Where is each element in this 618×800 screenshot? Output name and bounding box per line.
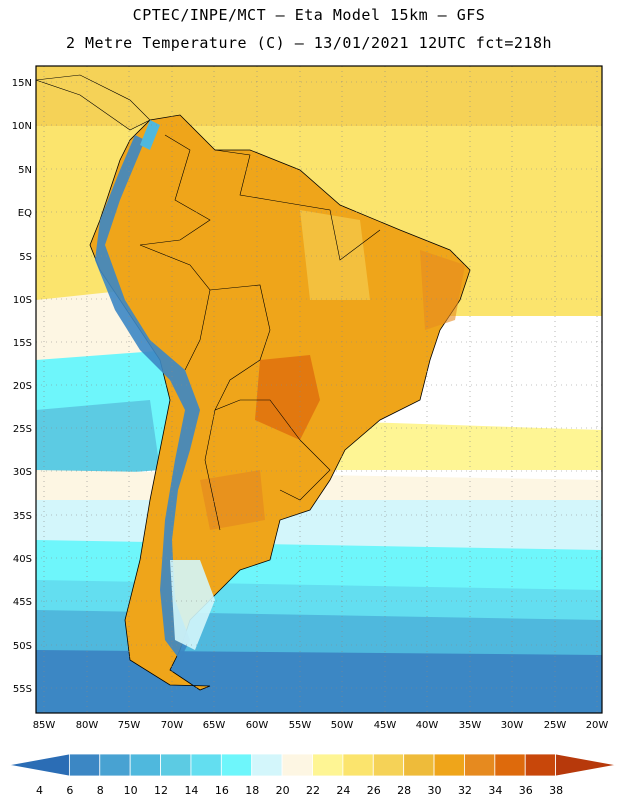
lat-label: 50S bbox=[13, 641, 32, 652]
lat-label: 55S bbox=[13, 684, 32, 695]
colorbar-tick-label: 32 bbox=[458, 784, 472, 797]
lon-label: 40W bbox=[416, 720, 439, 731]
latitude-labels: 15N 10N 5N EQ 5S 10S 15S 20S 25S 30S 35S… bbox=[12, 78, 32, 695]
colorbar-tick-label: 12 bbox=[154, 784, 168, 797]
amazon-warm-area bbox=[300, 210, 370, 300]
lat-label: 10N bbox=[12, 121, 32, 132]
colorbar-ticks: 4 6 8 10 12 14 16 18 20 22 24 26 28 30 32 34 36 38 bbox=[36, 784, 563, 797]
lat-label: 5S bbox=[19, 252, 32, 263]
colorbar-tick-label: 10 bbox=[124, 784, 138, 797]
lon-label: 45W bbox=[374, 720, 397, 731]
colorbar-swatch bbox=[129, 753, 161, 777]
lat-label: 15S bbox=[13, 338, 32, 349]
lat-label: 45S bbox=[13, 597, 32, 608]
colorbar-tick-label: 34 bbox=[488, 784, 502, 797]
lat-label: 30S bbox=[13, 467, 32, 478]
lat-label: 40S bbox=[13, 554, 32, 565]
colorbar-swatch bbox=[494, 753, 526, 777]
colorbar-swatch bbox=[555, 753, 617, 777]
colorbar-swatch bbox=[220, 753, 253, 777]
colorbar-tick-label: 30 bbox=[428, 784, 442, 797]
colorbar-tick-label: 6 bbox=[66, 784, 73, 797]
colorbar-tick-label: 28 bbox=[397, 784, 411, 797]
colorbar-swatch bbox=[8, 753, 70, 777]
colorbar-swatch bbox=[160, 753, 192, 777]
colorbar-swatch bbox=[342, 753, 374, 777]
hot-spot-pantanal bbox=[255, 355, 320, 440]
title-line-2: 2 Metre Temperature (C) – 13/01/2021 12U… bbox=[65, 34, 553, 52]
colorbar-swatch bbox=[403, 753, 435, 777]
lon-label: 85W bbox=[33, 720, 56, 731]
colorbar-tick-label: 20 bbox=[276, 784, 290, 797]
lat-label: 35S bbox=[13, 511, 32, 522]
temperature-map: 15N 10N 5N EQ 5S 10S 15S 20S 25S 30S 35S… bbox=[12, 65, 609, 731]
colorbar-swatch bbox=[281, 753, 313, 777]
lon-label: 75W bbox=[118, 720, 141, 731]
lat-label: 10S bbox=[13, 295, 32, 306]
lon-label: 60W bbox=[246, 720, 269, 731]
colorbar-swatch bbox=[99, 753, 131, 777]
colorbar-tick-label: 18 bbox=[245, 784, 259, 797]
colorbar-swatch bbox=[190, 753, 222, 777]
colorbar-tick-label: 4 bbox=[36, 784, 43, 797]
lon-label: 55W bbox=[289, 720, 312, 731]
patagonia-cool bbox=[170, 560, 215, 650]
northeast-warm-area bbox=[420, 250, 465, 330]
lat-label: EQ bbox=[18, 208, 32, 219]
colorbar-tick-label: 16 bbox=[215, 784, 229, 797]
colorbar: 4 6 8 10 12 14 16 18 20 22 24 26 28 30 32 34 36 38 bbox=[8, 753, 617, 797]
colorbar-tick-label: 26 bbox=[367, 784, 381, 797]
lon-label: 70W bbox=[161, 720, 184, 731]
lat-label: 5N bbox=[18, 165, 32, 176]
colorbar-tick-label: 38 bbox=[549, 784, 563, 797]
hot-spot-pampas bbox=[200, 470, 265, 530]
lon-label: 25W bbox=[544, 720, 567, 731]
lat-label: 15N bbox=[12, 78, 32, 89]
colorbar-swatch bbox=[524, 753, 557, 777]
colorbar-tick-label: 8 bbox=[97, 784, 104, 797]
country-borders bbox=[139, 134, 381, 531]
ocean-band-south-5 bbox=[36, 650, 602, 713]
colorbar-swatches bbox=[8, 753, 617, 777]
lon-label: 65W bbox=[203, 720, 226, 731]
colorbar-swatch bbox=[372, 753, 405, 777]
colorbar-tick-label: 36 bbox=[519, 784, 533, 797]
colorbar-swatch bbox=[312, 753, 344, 777]
longitude-labels: 85W 80W 75W 70W 65W 60W 55W 50W 45W 40W … bbox=[33, 720, 609, 731]
colorbar-swatch bbox=[464, 753, 496, 777]
venezuela-andes bbox=[140, 120, 160, 150]
colorbar-swatch bbox=[433, 753, 465, 777]
colorbar-tick-label: 22 bbox=[306, 784, 320, 797]
title-line-1: CPTEC/INPE/MCT – Eta Model 15km – GFS bbox=[132, 6, 486, 24]
lat-label: 25S bbox=[13, 424, 32, 435]
colorbar-swatch bbox=[251, 753, 283, 777]
colorbar-tick-label: 24 bbox=[336, 784, 350, 797]
lon-label: 35W bbox=[459, 720, 482, 731]
lat-label: 20S bbox=[13, 381, 32, 392]
map-field bbox=[36, 66, 602, 713]
colorbar-tick-label: 14 bbox=[184, 784, 198, 797]
colorbar-swatch bbox=[68, 753, 101, 777]
lon-label: 50W bbox=[331, 720, 354, 731]
lon-label: 30W bbox=[501, 720, 524, 731]
ocean-band-pacific-deep bbox=[36, 400, 160, 480]
map-frame bbox=[35, 65, 603, 714]
lon-label: 20W bbox=[586, 720, 609, 731]
andes-cold-strip bbox=[95, 135, 200, 660]
lon-label: 80W bbox=[76, 720, 99, 731]
